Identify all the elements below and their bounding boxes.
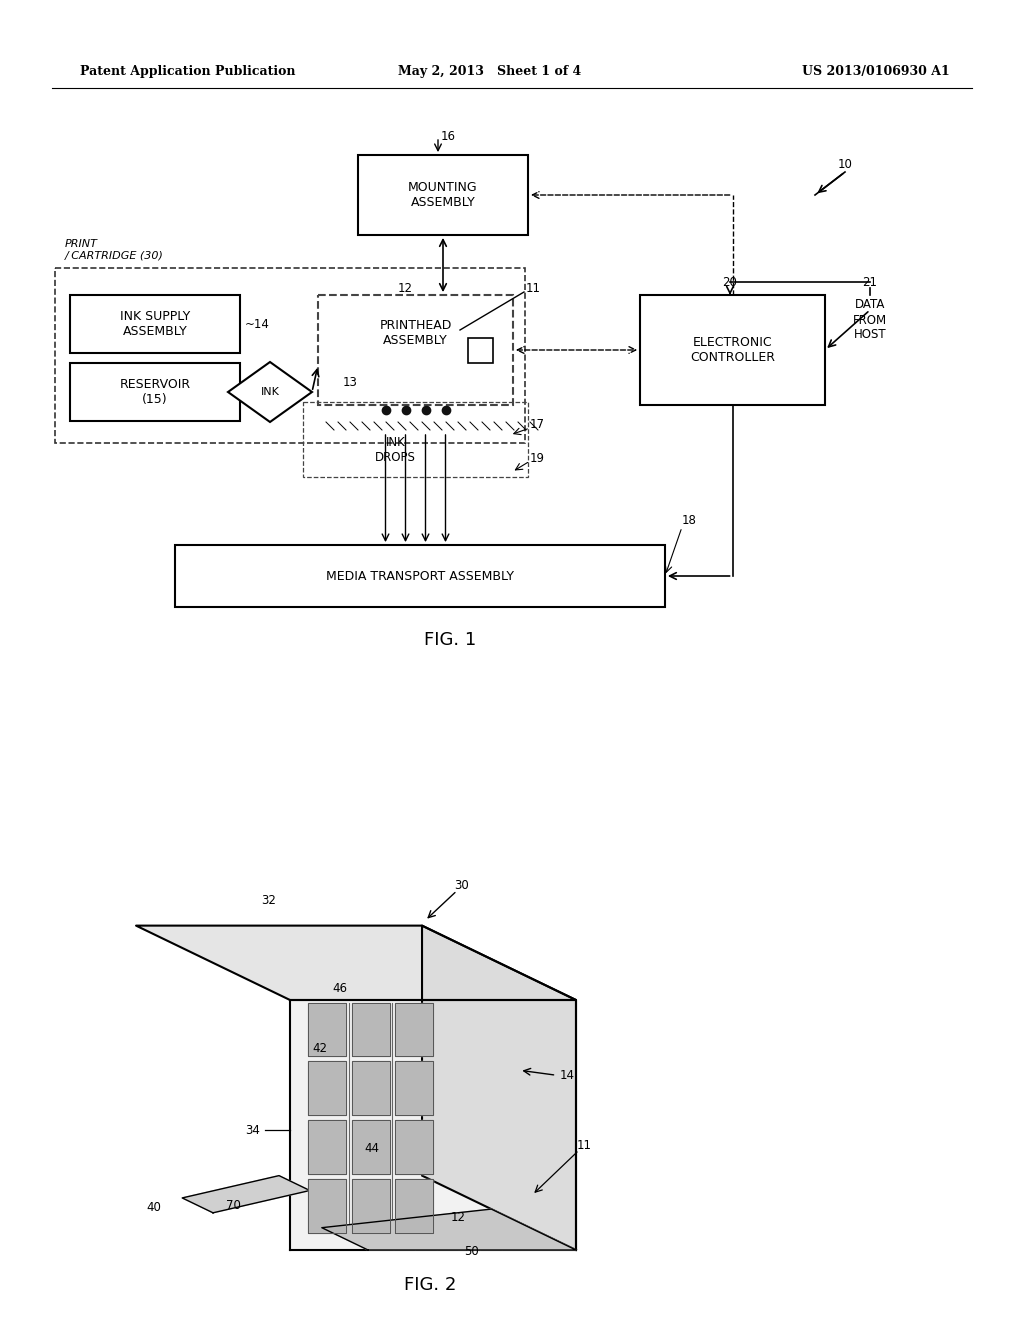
Text: 17: 17 bbox=[530, 418, 545, 432]
Text: 34: 34 bbox=[245, 1123, 260, 1137]
Polygon shape bbox=[290, 1001, 575, 1250]
Polygon shape bbox=[351, 1119, 390, 1173]
Text: 10: 10 bbox=[838, 158, 852, 172]
Polygon shape bbox=[308, 1179, 346, 1233]
Text: 50: 50 bbox=[464, 1245, 478, 1258]
Polygon shape bbox=[308, 1002, 346, 1056]
Polygon shape bbox=[322, 1209, 575, 1250]
Bar bbox=[358, 154, 528, 235]
Bar bbox=[175, 545, 665, 607]
Bar bbox=[303, 403, 528, 477]
Bar bbox=[55, 268, 525, 444]
Bar bbox=[318, 294, 513, 405]
Text: 14: 14 bbox=[559, 1069, 574, 1082]
Text: US 2013/0106930 A1: US 2013/0106930 A1 bbox=[802, 66, 950, 78]
Text: RESERVOIR
(15): RESERVOIR (15) bbox=[120, 378, 190, 407]
Text: 18: 18 bbox=[682, 513, 697, 527]
Text: FIG. 1: FIG. 1 bbox=[424, 631, 476, 649]
Text: 70: 70 bbox=[226, 1199, 241, 1212]
Text: 11: 11 bbox=[526, 281, 541, 294]
Text: MOUNTING
ASSEMBLY: MOUNTING ASSEMBLY bbox=[409, 181, 478, 209]
Text: PRINT: PRINT bbox=[65, 239, 98, 249]
Text: 40: 40 bbox=[146, 1201, 162, 1214]
Polygon shape bbox=[395, 1179, 433, 1233]
Text: May 2, 2013   Sheet 1 of 4: May 2, 2013 Sheet 1 of 4 bbox=[398, 66, 582, 78]
Polygon shape bbox=[351, 1179, 390, 1233]
Text: 19: 19 bbox=[530, 451, 545, 465]
Text: 21: 21 bbox=[862, 276, 878, 289]
Polygon shape bbox=[395, 1002, 433, 1056]
Text: PRINTHEAD
ASSEMBLY: PRINTHEAD ASSEMBLY bbox=[379, 319, 452, 347]
Text: 12: 12 bbox=[398, 281, 413, 294]
Text: 44: 44 bbox=[364, 1142, 379, 1155]
Polygon shape bbox=[395, 1061, 433, 1115]
Polygon shape bbox=[422, 925, 575, 1250]
Polygon shape bbox=[395, 1119, 433, 1173]
Polygon shape bbox=[228, 362, 312, 422]
Text: 12: 12 bbox=[451, 1210, 466, 1224]
Text: DATA
FROM
HOST: DATA FROM HOST bbox=[853, 298, 887, 342]
Polygon shape bbox=[182, 1176, 310, 1213]
Polygon shape bbox=[351, 1002, 390, 1056]
Text: / CARTRIDGE (30): / CARTRIDGE (30) bbox=[65, 251, 164, 261]
Text: 20: 20 bbox=[723, 276, 737, 289]
Text: 42: 42 bbox=[312, 1041, 328, 1055]
Text: INK SUPPLY
ASSEMBLY: INK SUPPLY ASSEMBLY bbox=[120, 310, 190, 338]
Text: 46: 46 bbox=[333, 982, 347, 995]
Bar bbox=[468, 338, 493, 363]
Polygon shape bbox=[351, 1061, 390, 1115]
Text: Patent Application Publication: Patent Application Publication bbox=[80, 66, 296, 78]
Text: INK
DROPS: INK DROPS bbox=[375, 436, 416, 465]
Text: INK: INK bbox=[260, 387, 280, 397]
Text: 30: 30 bbox=[455, 879, 469, 892]
Bar bbox=[640, 294, 825, 405]
Text: ELECTRONIC
CONTROLLER: ELECTRONIC CONTROLLER bbox=[690, 337, 775, 364]
Text: 11: 11 bbox=[577, 1139, 592, 1151]
Polygon shape bbox=[308, 1061, 346, 1115]
Text: FIG. 2: FIG. 2 bbox=[403, 1276, 456, 1294]
Text: 13: 13 bbox=[343, 376, 357, 389]
Text: 16: 16 bbox=[440, 131, 456, 144]
Polygon shape bbox=[308, 1119, 346, 1173]
Text: ~14: ~14 bbox=[245, 318, 270, 330]
Polygon shape bbox=[136, 925, 575, 1001]
Bar bbox=[70, 363, 240, 421]
Text: 32: 32 bbox=[261, 894, 276, 907]
Bar bbox=[70, 294, 240, 352]
Text: MEDIA TRANSPORT ASSEMBLY: MEDIA TRANSPORT ASSEMBLY bbox=[326, 569, 514, 582]
